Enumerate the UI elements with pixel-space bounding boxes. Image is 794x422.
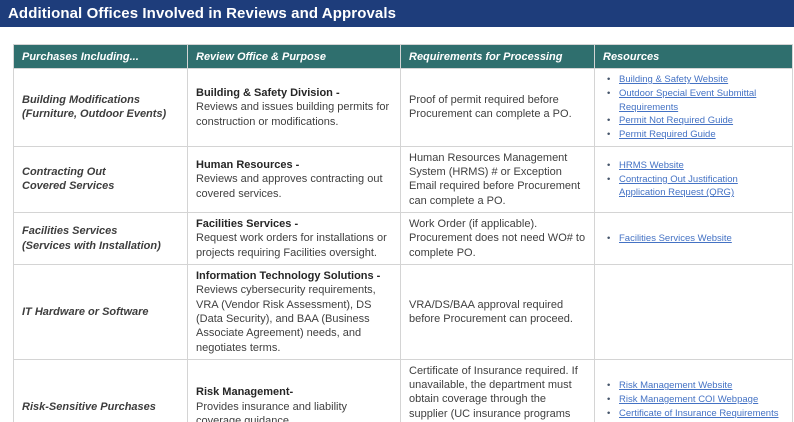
resources-list: Facilities Services Website: [603, 232, 784, 246]
office-name: Facilities Services -: [196, 218, 299, 231]
office-cell: Information Technology Solutions - Revie…: [187, 264, 401, 360]
column-header-purchases: Purchases Including...: [13, 44, 188, 69]
table-row: IT Hardware or Software Information Tech…: [13, 264, 793, 360]
resources-cell: Risk Management Website Risk Management …: [594, 358, 793, 422]
purchase-subtext: (Services with Installation): [22, 239, 161, 252]
office-description: Provides insurance and liability coverag…: [196, 400, 348, 422]
purchase-cell: Risk-Sensitive Purchases: [13, 358, 188, 422]
purchase-cell: Building Modifications (Furniture, Outdo…: [13, 68, 188, 147]
list-item: Risk Management COI Webpage: [607, 393, 784, 407]
resources-cell: Building & Safety Website Outdoor Specia…: [594, 68, 793, 147]
purchase-name: IT Hardware or Software: [22, 305, 149, 318]
resources-list: Risk Management Website Risk Management …: [603, 379, 784, 422]
resource-link[interactable]: Outdoor Special Event Submittal Requirem…: [619, 87, 757, 113]
list-item: Permit Not Required Guide: [607, 114, 784, 128]
office-name: Information Technology Solutions -: [196, 270, 381, 283]
office-name: Building & Safety Division -: [196, 86, 340, 99]
purchase-subtext: Covered Services: [22, 180, 115, 193]
requirements-cell: Certificate of Insurance required. If un…: [400, 358, 595, 422]
resources-list: HRMS Website Contracting Out Justificati…: [603, 159, 784, 200]
requirements-text: VRA/DS/BAA approval required before Proc…: [409, 298, 573, 325]
requirements-text: Work Order (if applicable). Procurement …: [409, 218, 586, 259]
purchase-name: Contracting Out: [22, 166, 106, 179]
resources-cell-empty: [594, 264, 793, 360]
resource-link[interactable]: HRMS Website: [619, 159, 684, 171]
office-cell: Human Resources - Reviews and approves c…: [187, 145, 401, 214]
table-row: Contracting Out Covered Services Human R…: [13, 145, 793, 214]
requirements-cell: Proof of permit required before Procurem…: [400, 68, 595, 147]
resource-link[interactable]: Permit Required Guide: [619, 129, 716, 141]
office-description: Reviews and issues building permits for …: [196, 101, 390, 128]
list-item: Risk Management Website: [607, 379, 784, 393]
column-header-resources: Resources: [594, 44, 793, 69]
table-row: Facilities Services (Services with Insta…: [13, 212, 793, 266]
requirements-cell: Work Order (if applicable). Procurement …: [400, 212, 595, 266]
resource-link[interactable]: Risk Management Website: [619, 380, 733, 392]
list-item: HRMS Website: [607, 159, 784, 173]
purchase-subtext: (Furniture, Outdoor Events): [22, 108, 167, 121]
column-header-requirements: Requirements for Processing: [400, 44, 595, 69]
list-item: Facilities Services Website: [607, 232, 784, 246]
list-item: Certificate of Insurance Requirements: [607, 407, 784, 421]
list-item: Building & Safety Website: [607, 73, 784, 87]
title-banner: Additional Offices Involved in Reviews a…: [0, 0, 794, 27]
table-row: Risk-Sensitive Purchases Risk Management…: [13, 358, 793, 422]
office-description: Reviews and approves contracting out cov…: [196, 173, 383, 200]
resource-link[interactable]: Risk Management COI Webpage: [619, 393, 759, 405]
requirements-text: Proof of permit required before Procurem…: [409, 94, 572, 121]
purchase-name: Building Modifications: [22, 94, 140, 107]
office-cell: Building & Safety Division - Reviews and…: [187, 68, 401, 147]
offices-table: Purchases Including... Review Office & P…: [13, 44, 793, 422]
page-title: Additional Offices Involved in Reviews a…: [8, 5, 397, 22]
office-name: Human Resources -: [196, 158, 300, 171]
office-cell: Facilities Services - Request work order…: [187, 212, 401, 266]
resources-cell: HRMS Website Contracting Out Justificati…: [594, 145, 793, 214]
requirements-text: Human Resources Management System (HRMS)…: [409, 151, 581, 207]
resources-cell: Facilities Services Website: [594, 212, 793, 266]
requirements-text: Certificate of Insurance required. If un…: [409, 364, 578, 422]
purchase-name: Facilities Services: [22, 225, 118, 238]
resource-link[interactable]: Certificate of Insurance Requirements: [619, 407, 779, 419]
list-item: Outdoor Special Event Submittal Requirem…: [607, 87, 784, 115]
table-row: Building Modifications (Furniture, Outdo…: [13, 68, 793, 147]
resource-link[interactable]: Facilities Services Website: [619, 232, 732, 244]
resource-link[interactable]: Building & Safety Website: [619, 74, 729, 85]
resource-link[interactable]: Contracting Out Justification Applicatio…: [619, 173, 738, 199]
office-name: Risk Management-: [196, 386, 294, 399]
purchase-cell: Facilities Services (Services with Insta…: [13, 212, 188, 266]
resources-list: Building & Safety Website Outdoor Specia…: [603, 73, 784, 142]
purchase-cell: Contracting Out Covered Services: [13, 145, 188, 214]
office-description: Reviews cybersecurity requirements, VRA …: [196, 284, 376, 354]
office-description: Request work orders for installations or…: [196, 232, 387, 259]
table-header-row: Purchases Including... Review Office & P…: [13, 44, 793, 69]
purchase-cell: IT Hardware or Software: [13, 264, 188, 360]
requirements-cell: Human Resources Management System (HRMS)…: [400, 145, 595, 214]
list-item: Contracting Out Justification Applicatio…: [607, 173, 784, 201]
resource-link[interactable]: Permit Not Required Guide: [619, 115, 734, 127]
purchase-name: Risk-Sensitive Purchases: [22, 400, 156, 413]
requirements-cell: VRA/DS/BAA approval required before Proc…: [400, 264, 595, 360]
column-header-review-office: Review Office & Purpose: [187, 44, 401, 69]
office-cell: Risk Management- Provides insurance and …: [187, 358, 401, 422]
list-item: Permit Required Guide: [607, 128, 784, 142]
